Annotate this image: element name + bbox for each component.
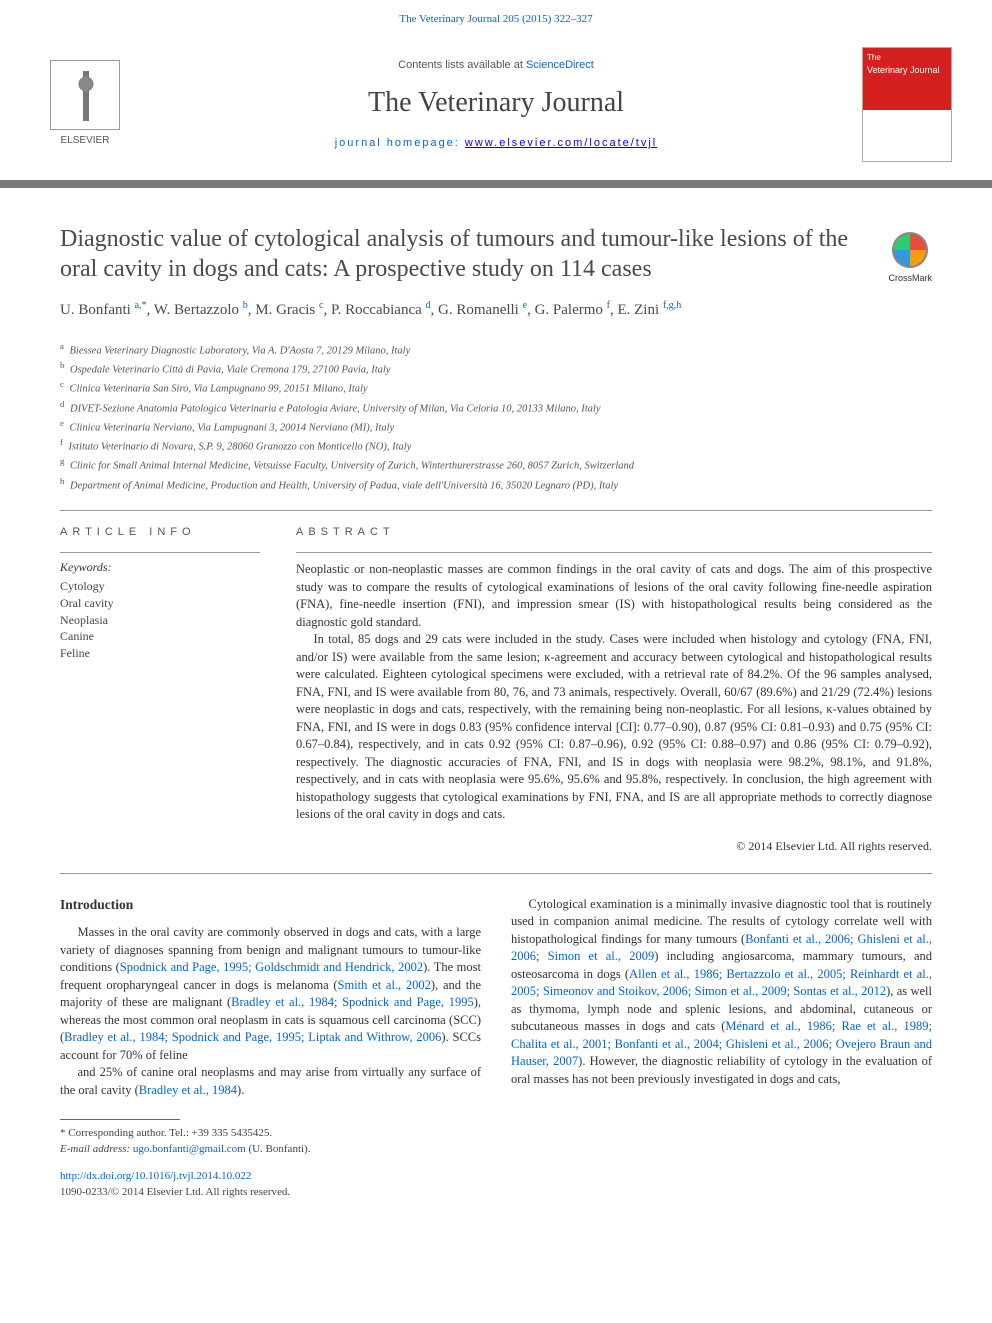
homepage-prefix: journal homepage: [335,137,465,149]
keyword-item: Canine [60,628,260,645]
abstract-p2: In total, 85 dogs and 29 cats were inclu… [296,631,932,824]
body-paragraph: Masses in the oral cavity are commonly o… [60,924,481,1064]
affiliation-item: d DIVET-Sezione Anatomia Patologica Vete… [60,398,932,417]
body-columns: Introduction Masses in the oral cavity a… [0,874,992,1100]
abstract-p1: Neoplastic or non-neoplastic masses are … [296,561,932,631]
abstract-block: ABSTRACT Neoplastic or non-neoplastic ma… [296,525,932,855]
article-head: Diagnostic value of cytological analysis… [0,188,992,334]
article-title: Diagnostic value of cytological analysis… [60,224,858,284]
journal-homepage-link[interactable]: www.elsevier.com/locate/tvjl [465,137,657,149]
introduction-heading: Introduction [60,896,481,915]
affiliation-item: h Department of Animal Medicine, Product… [60,475,932,494]
page-footer: * Corresponding author. Tel.: +39 335 54… [0,1099,992,1224]
crossmark-label: CrossMark [888,272,932,285]
keyword-item: Oral cavity [60,595,260,612]
keywords-label: Keywords: [60,552,260,576]
affiliation-item: b Ospedale Veterinario Città di Pavia, V… [60,359,932,378]
email-line: E-mail address: ugo.bonfanti@gmail.com (… [60,1142,932,1157]
cover-text-top: The [867,52,947,63]
keywords-list: CytologyOral cavityNeoplasiaCanineFeline [60,578,260,662]
journal-name: The Veterinary Journal [150,83,842,122]
doi-line: http://dx.doi.org/10.1016/j.tvjl.2014.10… [60,1169,932,1184]
keyword-item: Feline [60,645,260,662]
contents-available-line: Contents lists available at ScienceDirec… [150,58,842,73]
info-abstract-row: ARTICLE INFO Keywords: CytologyOral cavi… [0,511,992,873]
journal-masthead: ELSEVIER Contents lists available at Sci… [0,35,992,188]
body-paragraph: Cytological examination is a minimally i… [511,896,932,1089]
masthead-center: Contents lists available at ScienceDirec… [150,58,842,152]
elsevier-tree-icon [50,60,120,130]
body-paragraph: and 25% of canine oral neoplasms and may… [60,1064,481,1099]
journal-cover-thumb: The Veterinary Journal [862,47,952,162]
crossmark-icon [892,232,928,268]
abstract-copyright: © 2014 Elsevier Ltd. All rights reserved… [296,838,932,855]
corresponding-author: * Corresponding author. Tel.: +39 335 54… [60,1126,932,1141]
keyword-item: Neoplasia [60,612,260,629]
publisher-logo-block: ELSEVIER [40,60,130,150]
affiliation-item: g Clinic for Small Animal Internal Medic… [60,455,932,474]
article-info-block: ARTICLE INFO Keywords: CytologyOral cavi… [60,525,260,855]
affiliation-item: c Clinica Veterinaria San Siro, Via Lamp… [60,378,932,397]
journal-cover-block: The Veterinary Journal [862,47,952,162]
affiliation-item: e Clinica Veterinaria Nerviano, Via Lamp… [60,417,932,436]
introduction-body: Masses in the oral cavity are commonly o… [60,896,932,1100]
contents-prefix: Contents lists available at [398,59,526,71]
sciencedirect-link[interactable]: ScienceDirect [526,59,594,71]
email-label: E-mail address: [60,1143,133,1155]
corresponding-email-link[interactable]: ugo.bonfanti@gmail.com [133,1143,246,1155]
abstract-label: ABSTRACT [296,525,932,540]
article-info-label: ARTICLE INFO [60,525,260,540]
publisher-label: ELSEVIER [61,134,110,148]
journal-homepage-line: journal homepage: www.elsevier.com/locat… [150,136,842,151]
title-block: Diagnostic value of cytological analysis… [60,224,858,322]
issn-copyright: 1090-0233/© 2014 Elsevier Ltd. All right… [60,1185,932,1200]
affiliation-item: f Istituto Veterinario di Novara, S.P. 9… [60,436,932,455]
footnote-rule [60,1119,180,1120]
doi-link[interactable]: http://dx.doi.org/10.1016/j.tvjl.2014.10… [60,1170,251,1182]
running-header: The Veterinary Journal 205 (2015) 322–32… [0,0,992,35]
email-suffix: (U. Bonfanti). [246,1143,311,1155]
authors-line: U. Bonfanti a,*, W. Bertazzolo b, M. Gra… [60,298,858,322]
affiliation-item: a Biessea Veterinary Diagnostic Laborato… [60,340,932,359]
keyword-item: Cytology [60,578,260,595]
cover-text-main: Veterinary Journal [867,64,947,77]
abstract-rule [296,552,932,553]
crossmark-widget[interactable]: CrossMark [888,232,932,285]
affiliations-list: a Biessea Veterinary Diagnostic Laborato… [0,334,992,510]
